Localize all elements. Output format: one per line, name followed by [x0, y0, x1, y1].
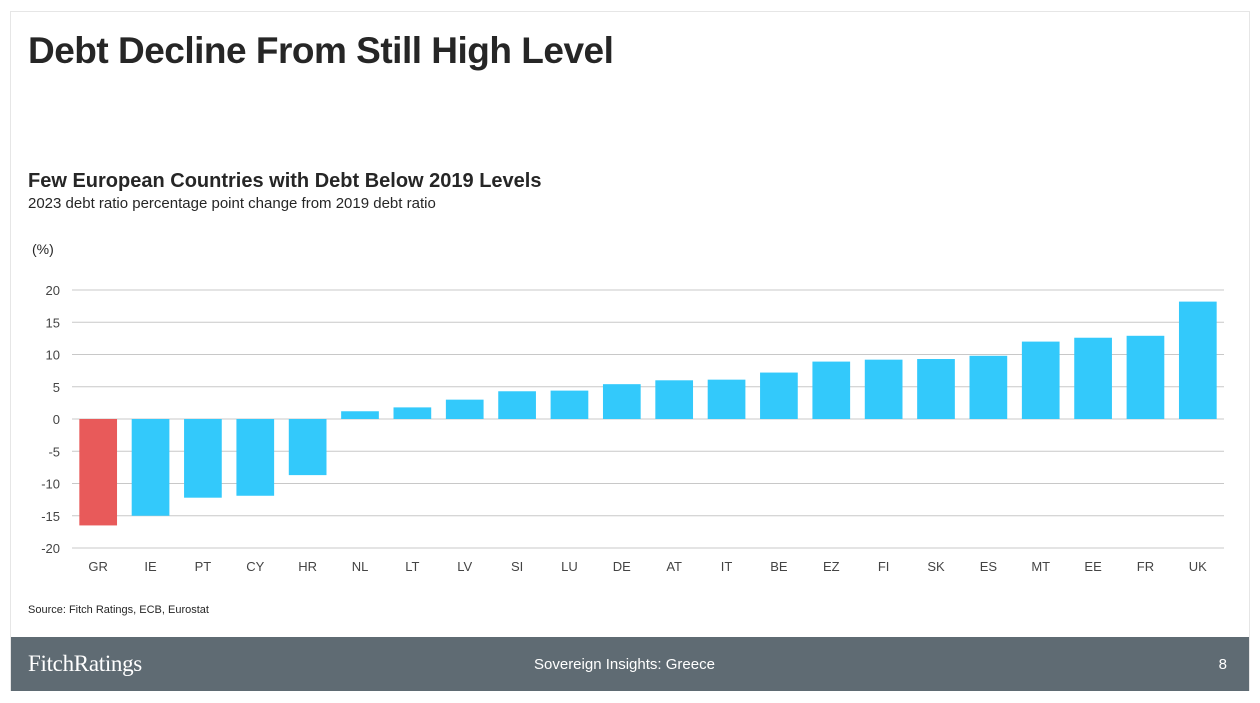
- y-axis-unit-label: (%): [32, 241, 54, 257]
- y-tick-label: -10: [41, 477, 60, 492]
- bar-pt: [184, 419, 222, 498]
- x-tick-label: LU: [561, 559, 578, 574]
- bar-de: [602, 384, 641, 419]
- bar-sk: [917, 359, 955, 419]
- bar-nl: [341, 411, 379, 419]
- x-tick-label: UK: [1189, 559, 1207, 574]
- bar-lt: [393, 407, 432, 419]
- y-tick-label: 20: [46, 283, 60, 298]
- bar-chart: 20 15 10 5 0 -5 -10 -15 -20 GR IE PT CY HR NL LT LV SI LU D…: [41, 283, 1224, 574]
- x-tick-label: LV: [457, 559, 472, 574]
- x-tick-label: MT: [1031, 559, 1050, 574]
- x-tick-label: EZ: [823, 559, 840, 574]
- x-tick-label: BE: [770, 559, 788, 574]
- chart-subtitle: 2023 debt ratio percentage point change …: [28, 195, 436, 212]
- bar-mt: [1021, 341, 1060, 419]
- bar-ez: [812, 361, 851, 419]
- x-tick-label: DE: [613, 559, 631, 574]
- bar-ee: [1074, 337, 1112, 419]
- chart-title: Few European Countries with Debt Below 2…: [28, 170, 542, 192]
- x-tick-label: SK: [927, 559, 945, 574]
- bar-fi: [864, 359, 903, 419]
- x-tick-label: FR: [1137, 559, 1154, 574]
- footer-bar: FitchRatings Sovereign Insights: Greece …: [11, 637, 1249, 691]
- x-tick-label: GR: [88, 559, 108, 574]
- bar-at: [655, 380, 694, 419]
- x-tick-label: LT: [405, 559, 419, 574]
- y-tick-label: 10: [46, 348, 60, 363]
- x-tick-label: CY: [246, 559, 264, 574]
- bar-si: [498, 391, 536, 419]
- x-tick-label: EE: [1084, 559, 1102, 574]
- bar-hr: [288, 419, 327, 476]
- page-title: Debt Decline From Still High Level: [28, 30, 614, 71]
- bar-cy: [236, 419, 275, 496]
- bar-lv: [445, 399, 484, 419]
- x-tick-label: IT: [721, 559, 733, 574]
- x-tick-label: SI: [511, 559, 523, 574]
- bar-fr: [1126, 335, 1165, 419]
- y-tick-label: -15: [41, 509, 60, 524]
- x-tick-label: HR: [298, 559, 317, 574]
- source-note: Source: Fitch Ratings, ECB, Eurostat: [28, 604, 209, 616]
- x-tick-label: IE: [144, 559, 157, 574]
- bar-be: [760, 372, 798, 419]
- x-tick-label: ES: [980, 559, 998, 574]
- bar-es: [969, 355, 1008, 419]
- y-tick-label: 5: [53, 380, 60, 395]
- y-tick-label: -20: [41, 541, 60, 556]
- bar-gr: [79, 419, 118, 526]
- y-tick-label: 0: [53, 412, 60, 427]
- bar-uk: [1178, 301, 1217, 419]
- footer-title: Sovereign Insights: Greece: [534, 656, 715, 673]
- x-tick-label: AT: [666, 559, 682, 574]
- fitch-ratings-logo: FitchRatings: [28, 651, 142, 676]
- y-tick-label: 15: [46, 315, 60, 330]
- x-tick-label: FI: [878, 559, 890, 574]
- x-tick-label: PT: [195, 559, 212, 574]
- bar-lu: [550, 390, 589, 419]
- bar-it: [707, 379, 746, 419]
- page-number: 8: [1218, 656, 1227, 673]
- slide: Debt Decline From Still High Level Few E…: [10, 11, 1250, 691]
- y-tick-label: -5: [48, 444, 60, 459]
- bar-ie: [131, 419, 170, 516]
- x-tick-label: NL: [352, 559, 369, 574]
